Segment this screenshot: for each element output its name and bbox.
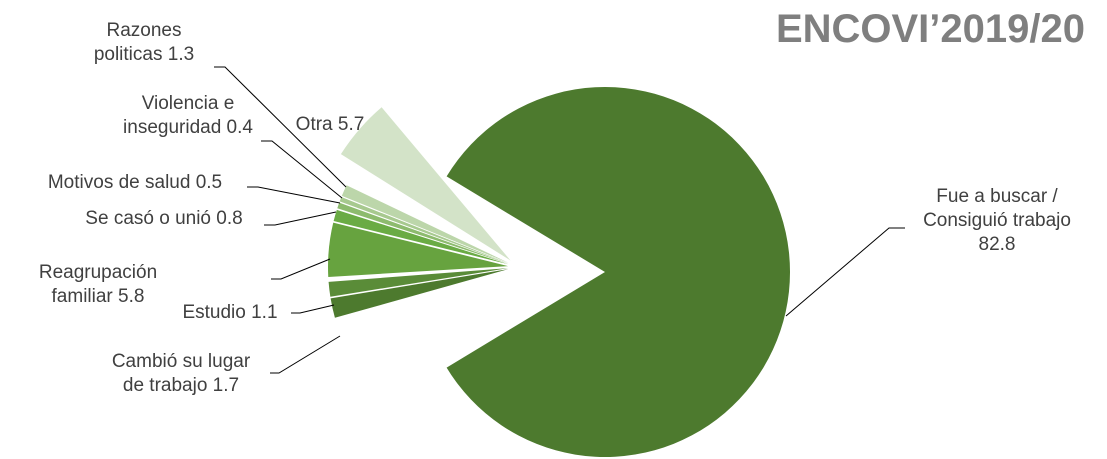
- leader-line-politicas: [214, 66, 347, 188]
- leader-line-estudio: [291, 304, 335, 314]
- pie-slice-reagrupacion: [328, 222, 509, 277]
- slice-label-salud: Motivos de salud 0.5: [48, 172, 222, 193]
- pie-slice-casado: [333, 209, 509, 265]
- slice-label-trabajo: Fue a buscar / Consiguió trabajo 82.8: [923, 186, 1071, 255]
- chart-title: ENCOVI’2019/20: [776, 7, 1085, 51]
- leader-lines: [214, 66, 905, 374]
- leader-line-lugar: [270, 335, 341, 374]
- slice-label-otra: Otra 5.7: [296, 114, 365, 135]
- slice-label-estudio: Estudio 1.1: [182, 302, 277, 323]
- leader-line-salud: [247, 186, 341, 204]
- leader-line-violencia: [261, 140, 343, 199]
- pie-slice-politicas: [341, 185, 509, 263]
- pie-slices: [328, 87, 791, 457]
- slice-labels: Fue a buscar / Consiguió trabajo 82.8 Cambi…: [39, 20, 1071, 396]
- leader-line-casado: [264, 211, 337, 226]
- leader-line-trabajo: [785, 227, 905, 317]
- slice-label-lugar: Cambió su lugar de trabajo 1.7: [112, 351, 251, 396]
- leader-line-reagrupacion: [271, 258, 331, 280]
- pie-slice-salud: [337, 202, 509, 264]
- pie-slice-otra: [340, 107, 511, 261]
- slice-label-casado: Se casó o unió 0.8: [85, 208, 242, 229]
- pie-slice-estudio: [328, 268, 509, 297]
- slice-label-politicas: Razones politicas 1.3: [94, 20, 194, 65]
- pie-slice-violencia: [339, 197, 509, 264]
- pie-slice-lugar: [330, 269, 509, 318]
- slice-label-reagrupacion: Reagrupación familiar 5.8: [39, 262, 157, 307]
- pie-slice-trabajo: [446, 87, 791, 457]
- slice-label-violencia: Violencia e inseguridad 0.4: [123, 93, 253, 138]
